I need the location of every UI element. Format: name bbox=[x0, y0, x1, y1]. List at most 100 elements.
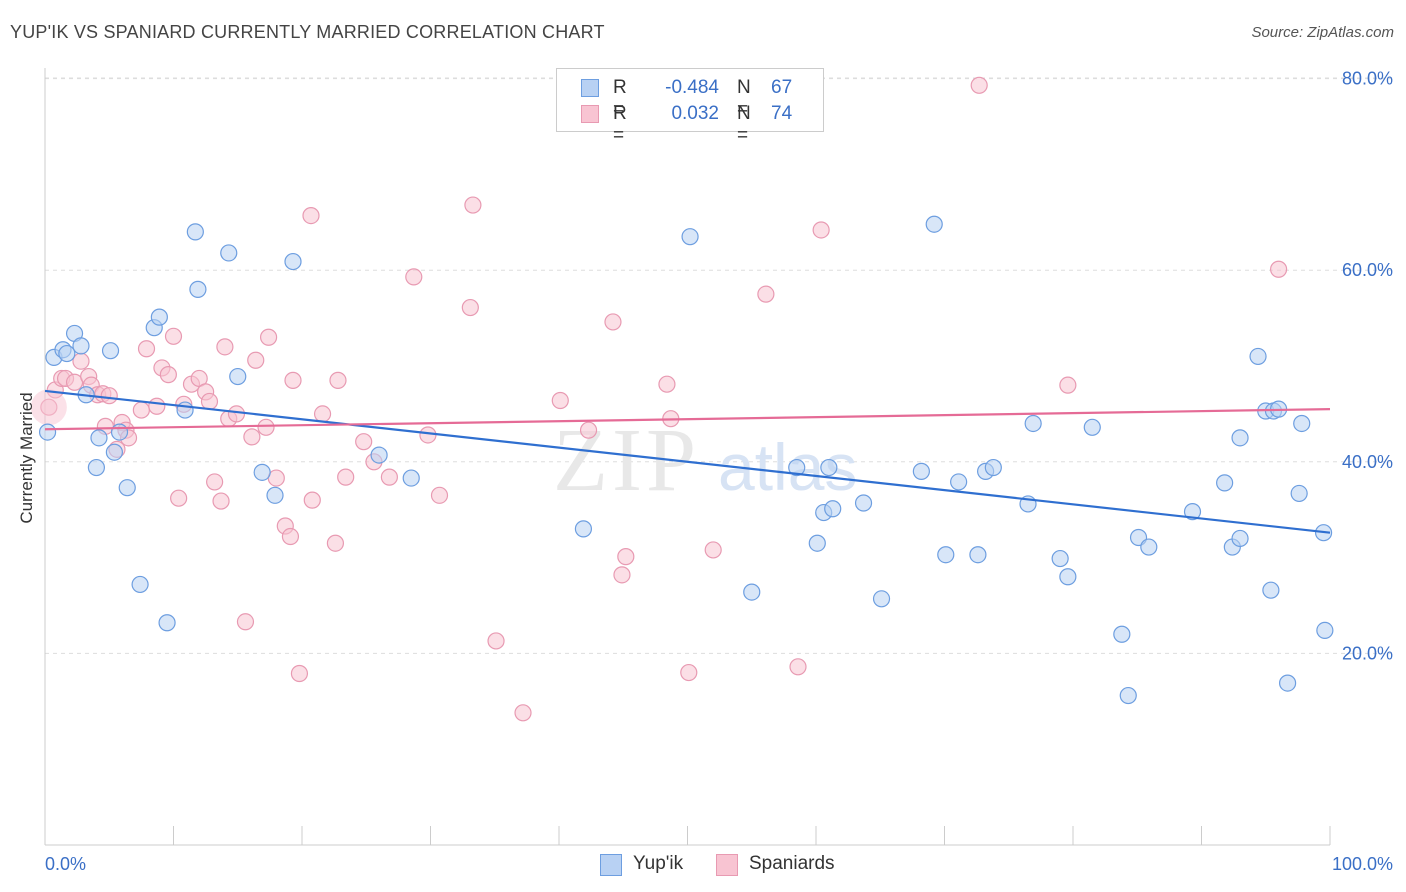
spaniards-point bbox=[259, 328, 278, 346]
spaniards-point bbox=[302, 206, 320, 225]
yupik-point bbox=[38, 423, 57, 441]
yupik-point bbox=[220, 244, 238, 262]
spaniards-point bbox=[464, 196, 482, 214]
spaniards-point bbox=[284, 371, 302, 389]
spaniards-point-large bbox=[30, 389, 67, 426]
yupik-point bbox=[1293, 414, 1311, 433]
yupik-point bbox=[1024, 414, 1042, 433]
yupik-point bbox=[150, 308, 168, 326]
yupik-point bbox=[1231, 429, 1249, 447]
spaniards-point bbox=[355, 433, 373, 451]
spaniards-point bbox=[170, 489, 188, 507]
spaniards-point bbox=[216, 338, 234, 356]
yupik-point bbox=[820, 458, 838, 477]
spaniards-point bbox=[137, 340, 156, 358]
yupik-point bbox=[1140, 538, 1158, 556]
spaniards-point bbox=[247, 351, 265, 369]
yupik-point bbox=[189, 280, 207, 298]
yupik-point bbox=[229, 367, 247, 386]
y-axis-label: Currently Married bbox=[17, 392, 36, 523]
yupik-point bbox=[937, 546, 955, 564]
yupik-point bbox=[1216, 474, 1234, 492]
spaniards-point bbox=[337, 468, 355, 486]
spaniards-swatch bbox=[581, 105, 599, 123]
trend-lines bbox=[44, 389, 1331, 534]
axes bbox=[44, 68, 1331, 846]
spaniards-point bbox=[200, 392, 219, 411]
r-value: 0.032 bbox=[671, 103, 719, 124]
n-label: N = bbox=[737, 103, 751, 146]
spaniards-point bbox=[613, 566, 631, 584]
spaniards-legend-label: Spaniards bbox=[749, 853, 835, 874]
yupik-point bbox=[872, 590, 891, 608]
yupik-point bbox=[1278, 674, 1297, 692]
spaniards-points bbox=[30, 76, 1288, 722]
spaniards-point bbox=[970, 76, 988, 94]
yupik-point bbox=[90, 429, 108, 447]
spaniards-point bbox=[243, 428, 261, 446]
yupik-point bbox=[72, 337, 90, 355]
spaniards-point bbox=[430, 486, 449, 504]
spaniards-point bbox=[206, 473, 224, 491]
spaniards-point bbox=[1269, 260, 1288, 278]
yupik-trend-line bbox=[44, 389, 1331, 534]
spaniards-point bbox=[405, 268, 423, 286]
yupik-point bbox=[402, 469, 420, 487]
yupik-point bbox=[105, 443, 123, 461]
spaniards-point bbox=[132, 401, 150, 419]
spaniards-point bbox=[164, 327, 183, 345]
spaniards-point bbox=[100, 387, 118, 405]
r-label: R = bbox=[613, 103, 627, 146]
yupik-point bbox=[158, 614, 176, 632]
yupik-point bbox=[1290, 484, 1308, 503]
spaniards-point bbox=[604, 313, 622, 331]
yupik-legend-label: Yup'ik bbox=[633, 853, 684, 874]
yupik-point bbox=[253, 463, 271, 481]
r-label: R = bbox=[613, 77, 627, 120]
yupik-point bbox=[969, 546, 987, 564]
spaniards-legend-swatch bbox=[716, 854, 738, 876]
spaniards-point bbox=[290, 664, 309, 683]
spaniards-point bbox=[658, 375, 676, 393]
yupik-point bbox=[681, 228, 699, 246]
yupik-point bbox=[370, 446, 388, 464]
y-tick-label: 20.0% bbox=[1342, 643, 1393, 663]
yupik-point bbox=[110, 423, 129, 441]
yupik-point bbox=[118, 479, 136, 497]
spaniards-point bbox=[551, 391, 569, 410]
spaniards-point bbox=[1059, 376, 1077, 394]
spaniards-point bbox=[757, 285, 775, 303]
spaniards-point bbox=[212, 492, 230, 510]
yupik-point bbox=[808, 534, 826, 552]
n-value: 67 bbox=[771, 77, 793, 98]
x-tick-label: 100.0% bbox=[1332, 854, 1393, 874]
watermark: ZIP atlas bbox=[553, 411, 857, 510]
n-value: 74 bbox=[771, 103, 793, 124]
spaniards-point bbox=[303, 491, 321, 509]
yupik-point bbox=[1249, 347, 1267, 366]
yupik-point bbox=[186, 223, 204, 241]
y-tick-label: 60.0% bbox=[1342, 260, 1393, 280]
spaniards-point bbox=[461, 298, 479, 317]
yupik-legend-swatch bbox=[600, 854, 622, 876]
n-label: N = bbox=[737, 77, 751, 120]
yupik-point bbox=[1119, 686, 1137, 705]
spaniards-point bbox=[380, 468, 398, 486]
yupik-point bbox=[1316, 621, 1334, 640]
spaniards-point bbox=[789, 658, 807, 676]
spaniards-point bbox=[579, 421, 598, 439]
yupik-point bbox=[925, 215, 943, 233]
yupik-point bbox=[131, 575, 149, 594]
spaniards-point bbox=[419, 426, 437, 444]
spaniards-point bbox=[236, 613, 255, 631]
y-tick-label: 40.0% bbox=[1342, 452, 1393, 472]
yupik-point bbox=[984, 458, 1002, 477]
source-credit: Source: ZipAtlas.com bbox=[1251, 24, 1394, 41]
yupik-point bbox=[266, 486, 284, 504]
yupik-point bbox=[1083, 418, 1101, 436]
yupik-point bbox=[950, 473, 968, 491]
yupik-point bbox=[87, 458, 106, 477]
spaniards-point bbox=[148, 397, 166, 415]
spaniards-point bbox=[514, 704, 532, 722]
